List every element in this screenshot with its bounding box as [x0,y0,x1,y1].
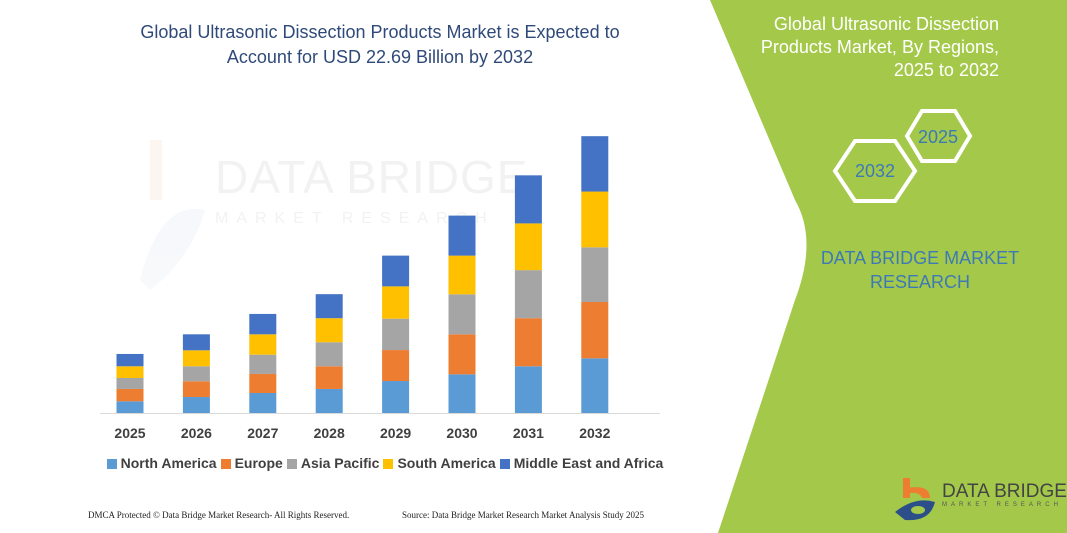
x-tick-label: 2032 [579,425,611,441]
bar-segment-2027-north-america [249,392,277,413]
bar-segment-2025-south-america [116,366,144,378]
hexagon-2032 [832,139,918,203]
x-tick-label: 2029 [380,425,412,441]
legend-item: Middle East and Africa [499,455,664,471]
logo-icon [895,478,935,521]
bar-segment-2025-middle-east-and-africa [116,353,144,367]
x-tick-label: 2028 [313,425,345,441]
bar-segment-2030-europe [448,334,476,375]
watermark-logo-icon [140,140,205,290]
bar-segment-2025-europe [116,388,144,402]
bar-segment-2028-asia-pacific [315,342,343,367]
legend-label: North America [120,455,217,471]
bar-segment-2026-middle-east-and-africa [182,334,210,351]
bar-segment-2026-asia-pacific [182,366,210,382]
bar-segment-2031-south-america [514,223,542,271]
bar-segment-2032-south-america [581,191,609,248]
green-panel-shape [710,0,1067,533]
x-tick-label: 2025 [114,425,146,441]
bar-segment-2030-north-america [448,374,476,413]
legend-item: Europe [220,455,283,471]
chart-legend: North America Europe Asia Pacific South Ame… [100,455,670,471]
legend-swatch [286,459,297,469]
legend-label: Europe [234,455,283,471]
x-tick-label: 2031 [512,425,544,441]
legend-swatch [220,459,231,469]
x-tick-label: 2030 [446,425,478,441]
logo-sub: MARKET RESEARCH [942,502,1062,508]
bar-segment-2026-europe [182,381,210,398]
bar-segment-2032-asia-pacific [581,247,609,302]
bar-segment-2032-middle-east-and-africa [581,136,609,192]
side-brand-line1: DATA BRIDGE MARKET [820,248,1020,268]
bar-segment-2030-south-america [448,255,476,295]
bar-segment-2029-europe [382,350,410,382]
legend-label: Asia Pacific [300,455,380,471]
bar-segment-2032-north-america [581,358,609,413]
bar-segment-2029-south-america [382,286,410,319]
hex-label-2025: 2025 [918,127,959,147]
bar-segment-2027-europe [249,373,277,393]
bar-segment-2028-europe [315,366,343,389]
bar-segment-2030-asia-pacific [448,294,476,335]
legend-swatch [383,459,394,469]
bar-segment-2032-europe [581,301,609,359]
side-panel-title: Global Ultrasonic Dissection Products Ma… [761,13,999,82]
bar-segment-2031-middle-east-and-africa [514,175,542,224]
legend-item: Asia Pacific [286,455,380,471]
side-title-line2: Products Market, By Regions, [760,37,999,57]
footer-source: Source: Data Bridge Market Research Mark… [402,510,644,520]
legend-swatch [499,459,510,469]
footer-copyright: DMCA Protected © Data Bridge Market Rese… [88,510,350,520]
watermark-sub: MARKET RESEARCH [215,210,495,227]
x-tick-label: 2027 [247,425,279,441]
hex-label-2032: 2032 [855,161,896,181]
bar-segment-2025-north-america [116,401,144,413]
bar-segment-2028-south-america [315,318,343,343]
side-brand-line2: RESEARCH [869,272,971,292]
bar-segment-2026-north-america [182,397,210,413]
watermark-brand: DATA BRIDGE [215,151,529,203]
bar-segment-2031-north-america [514,366,542,413]
hexagon-2025 [904,109,973,163]
bar-segment-2027-middle-east-and-africa [249,313,277,335]
x-tick-label: 2026 [180,425,212,441]
bar-segment-2025-asia-pacific [116,377,144,389]
side-title-line1: Global Ultrasonic Dissection [773,14,999,34]
bar-segment-2028-north-america [315,388,343,413]
bar-segment-2028-middle-east-and-africa [315,294,343,319]
legend-label: Middle East and Africa [513,455,664,471]
bar-segment-2031-europe [514,318,542,367]
legend-swatch [106,459,117,469]
bar-segment-2029-north-america [382,381,410,413]
legend-item: South America [383,455,496,471]
bar-segment-2031-asia-pacific [514,270,542,319]
logo-name: DATA BRIDGE [942,481,1067,502]
chart-title: Global Ultrasonic Dissection Products Ma… [100,20,660,70]
bar-segment-2027-south-america [249,334,277,355]
bar-segment-2029-middle-east-and-africa [382,255,410,287]
bar-segment-2027-asia-pacific [249,354,277,374]
chart-title-line1: Global Ultrasonic Dissection Products Ma… [140,22,620,42]
chart-title-line2: Account for USD 22.69 Billion by 2032 [226,47,534,67]
bar-segment-2026-south-america [182,350,210,367]
bar-segment-2029-asia-pacific [382,318,410,351]
side-brand: DATA BRIDGE MARKET RESEARCH [820,246,1020,294]
bar-segment-2030-middle-east-and-africa [448,215,476,256]
side-title-line3: 2025 to 2032 [893,60,999,80]
legend-item: North America [106,455,217,471]
legend-label: South America [397,455,496,471]
